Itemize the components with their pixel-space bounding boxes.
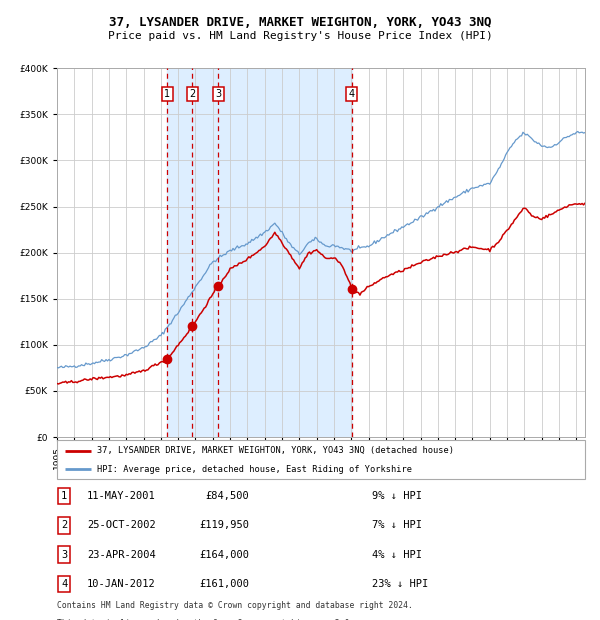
Text: 2: 2	[61, 520, 67, 531]
Text: £164,000: £164,000	[199, 549, 249, 560]
Text: 2: 2	[189, 89, 196, 99]
Text: 25-OCT-2002: 25-OCT-2002	[87, 520, 156, 531]
Text: 23-APR-2004: 23-APR-2004	[87, 549, 156, 560]
Text: 1: 1	[61, 491, 67, 502]
Text: 3: 3	[215, 89, 221, 99]
Bar	[167, 68, 352, 437]
Text: This data is licensed under the Open Government Licence v3.0.: This data is licensed under the Open Gov…	[57, 619, 355, 620]
Text: 3: 3	[61, 549, 67, 560]
Text: £119,950: £119,950	[199, 520, 249, 531]
Text: 1: 1	[164, 89, 170, 99]
Text: 9% ↓ HPI: 9% ↓ HPI	[372, 491, 422, 502]
Text: 37, LYSANDER DRIVE, MARKET WEIGHTON, YORK, YO43 3NQ: 37, LYSANDER DRIVE, MARKET WEIGHTON, YOR…	[109, 16, 491, 29]
Text: 37, LYSANDER DRIVE, MARKET WEIGHTON, YORK, YO43 3NQ (detached house): 37, LYSANDER DRIVE, MARKET WEIGHTON, YOR…	[97, 446, 454, 455]
FancyBboxPatch shape	[57, 440, 585, 479]
Text: HPI: Average price, detached house, East Riding of Yorkshire: HPI: Average price, detached house, East…	[97, 464, 412, 474]
Text: 4: 4	[61, 578, 67, 589]
Text: Contains HM Land Registry data © Crown copyright and database right 2024.: Contains HM Land Registry data © Crown c…	[57, 601, 413, 611]
Text: 23% ↓ HPI: 23% ↓ HPI	[372, 578, 428, 589]
Text: 11-MAY-2001: 11-MAY-2001	[87, 491, 156, 502]
Text: 4% ↓ HPI: 4% ↓ HPI	[372, 549, 422, 560]
Text: Price paid vs. HM Land Registry's House Price Index (HPI): Price paid vs. HM Land Registry's House …	[107, 31, 493, 41]
Text: 4: 4	[349, 89, 355, 99]
Text: £161,000: £161,000	[199, 578, 249, 589]
Text: 7% ↓ HPI: 7% ↓ HPI	[372, 520, 422, 531]
Text: 10-JAN-2012: 10-JAN-2012	[87, 578, 156, 589]
Text: £84,500: £84,500	[205, 491, 249, 502]
